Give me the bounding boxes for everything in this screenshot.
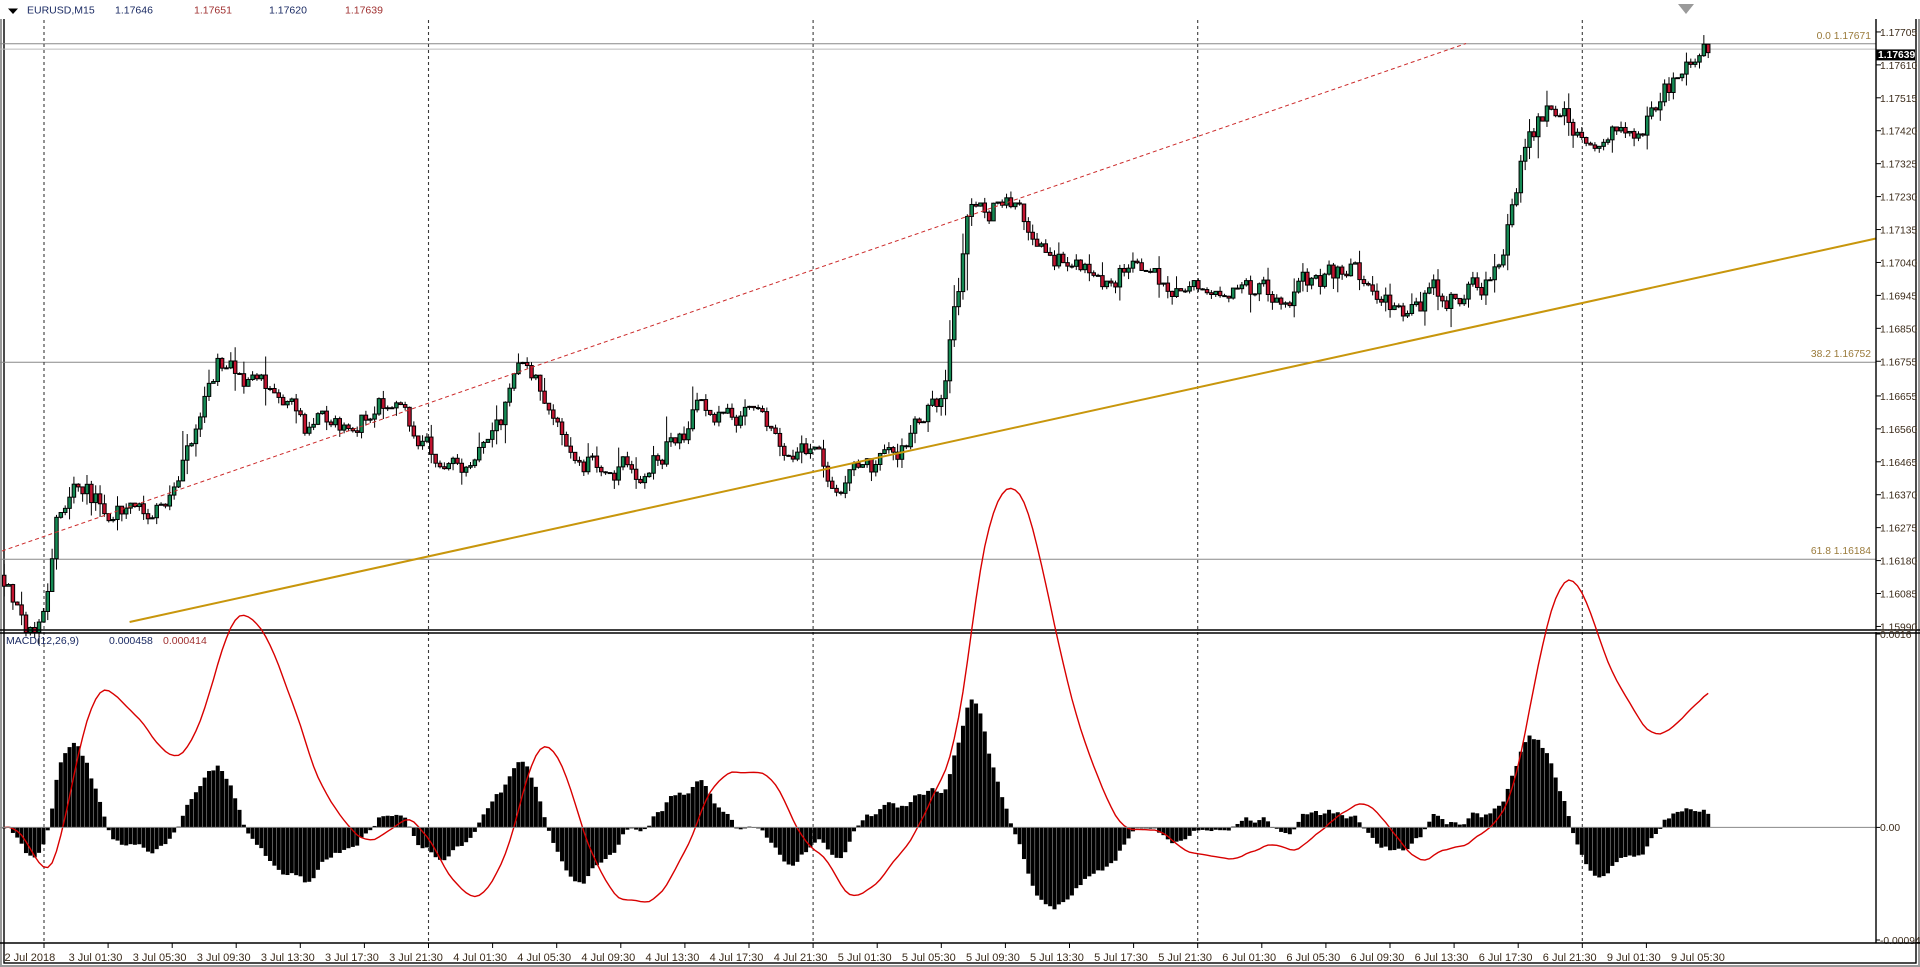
svg-text:1.16465: 1.16465 bbox=[1880, 458, 1917, 469]
svg-text:2 Jul 2018: 2 Jul 2018 bbox=[5, 952, 56, 964]
svg-text:5 Jul 05:30: 5 Jul 05:30 bbox=[902, 952, 956, 964]
svg-text:1.17620: 1.17620 bbox=[269, 5, 307, 17]
svg-text:1.16850: 1.16850 bbox=[1880, 324, 1917, 335]
svg-text:1.16560: 1.16560 bbox=[1880, 425, 1917, 436]
svg-text:3 Jul 01:30: 3 Jul 01:30 bbox=[69, 952, 123, 964]
svg-text:1.17639: 1.17639 bbox=[1878, 50, 1915, 61]
svg-text:4 Jul 09:30: 4 Jul 09:30 bbox=[581, 952, 635, 964]
svg-text:6 Jul 21:30: 6 Jul 21:30 bbox=[1543, 952, 1597, 964]
svg-text:0.00: 0.00 bbox=[1880, 823, 1900, 834]
svg-text:EURUSD,M15: EURUSD,M15 bbox=[27, 5, 95, 17]
svg-text:1.17610: 1.17610 bbox=[1880, 61, 1917, 72]
svg-text:3 Jul 13:30: 3 Jul 13:30 bbox=[261, 952, 315, 964]
svg-text:61.8 1.16184: 61.8 1.16184 bbox=[1811, 546, 1871, 557]
svg-text:6 Jul 09:30: 6 Jul 09:30 bbox=[1351, 952, 1405, 964]
svg-text:5 Jul 01:30: 5 Jul 01:30 bbox=[838, 952, 892, 964]
svg-text:9 Jul 01:30: 9 Jul 01:30 bbox=[1607, 952, 1661, 964]
svg-text:5 Jul 21:30: 5 Jul 21:30 bbox=[1158, 952, 1212, 964]
svg-text:4 Jul 17:30: 4 Jul 17:30 bbox=[710, 952, 764, 964]
svg-text:0.0 1.17671: 0.0 1.17671 bbox=[1817, 31, 1872, 42]
svg-text:0.0016: 0.0016 bbox=[1880, 630, 1912, 641]
svg-text:1.17705: 1.17705 bbox=[1880, 28, 1917, 39]
svg-text:6 Jul 13:30: 6 Jul 13:30 bbox=[1415, 952, 1469, 964]
svg-text:1.16180: 1.16180 bbox=[1880, 557, 1917, 568]
svg-text:1.17420: 1.17420 bbox=[1880, 127, 1917, 138]
svg-text:6 Jul 01:30: 6 Jul 01:30 bbox=[1222, 952, 1276, 964]
svg-text:4 Jul 21:30: 4 Jul 21:30 bbox=[774, 952, 828, 964]
svg-text:6 Jul 17:30: 6 Jul 17:30 bbox=[1479, 952, 1533, 964]
svg-text:3 Jul 21:30: 3 Jul 21:30 bbox=[389, 952, 443, 964]
svg-text:1.17639: 1.17639 bbox=[345, 5, 383, 17]
svg-text:0.000414: 0.000414 bbox=[163, 635, 207, 647]
svg-text:1.16655: 1.16655 bbox=[1880, 392, 1917, 403]
svg-text:4 Jul 13:30: 4 Jul 13:30 bbox=[646, 952, 700, 964]
svg-text:3 Jul 09:30: 3 Jul 09:30 bbox=[197, 952, 251, 964]
svg-text:5 Jul 09:30: 5 Jul 09:30 bbox=[966, 952, 1020, 964]
svg-text:1.17135: 1.17135 bbox=[1880, 226, 1917, 237]
svg-text:0.000458: 0.000458 bbox=[109, 635, 153, 647]
svg-text:1.16945: 1.16945 bbox=[1880, 291, 1917, 302]
svg-text:1.17040: 1.17040 bbox=[1880, 258, 1917, 269]
svg-text:1.16370: 1.16370 bbox=[1880, 491, 1917, 502]
svg-text:-0.000945: -0.000945 bbox=[1880, 936, 1920, 947]
svg-text:6 Jul 05:30: 6 Jul 05:30 bbox=[1286, 952, 1340, 964]
svg-text:1.17230: 1.17230 bbox=[1880, 193, 1917, 204]
svg-text:38.2 1.16752: 38.2 1.16752 bbox=[1811, 349, 1871, 360]
svg-text:9 Jul 05:30: 9 Jul 05:30 bbox=[1671, 952, 1725, 964]
svg-text:1.17515: 1.17515 bbox=[1880, 94, 1917, 105]
svg-text:1.17651: 1.17651 bbox=[194, 5, 232, 17]
svg-text:1.16755: 1.16755 bbox=[1880, 357, 1917, 368]
svg-text:1.17646: 1.17646 bbox=[115, 5, 153, 17]
svg-text:MACD(12,26,9): MACD(12,26,9) bbox=[6, 635, 79, 647]
svg-text:1.17325: 1.17325 bbox=[1880, 160, 1917, 171]
svg-text:3 Jul 17:30: 3 Jul 17:30 bbox=[325, 952, 379, 964]
svg-text:3 Jul 05:30: 3 Jul 05:30 bbox=[133, 952, 187, 964]
svg-text:5 Jul 17:30: 5 Jul 17:30 bbox=[1094, 952, 1148, 964]
svg-text:5 Jul 13:30: 5 Jul 13:30 bbox=[1030, 952, 1084, 964]
svg-text:4 Jul 01:30: 4 Jul 01:30 bbox=[453, 952, 507, 964]
svg-text:1.16085: 1.16085 bbox=[1880, 590, 1917, 601]
svg-text:4 Jul 05:30: 4 Jul 05:30 bbox=[517, 952, 571, 964]
svg-text:1.16275: 1.16275 bbox=[1880, 524, 1917, 535]
